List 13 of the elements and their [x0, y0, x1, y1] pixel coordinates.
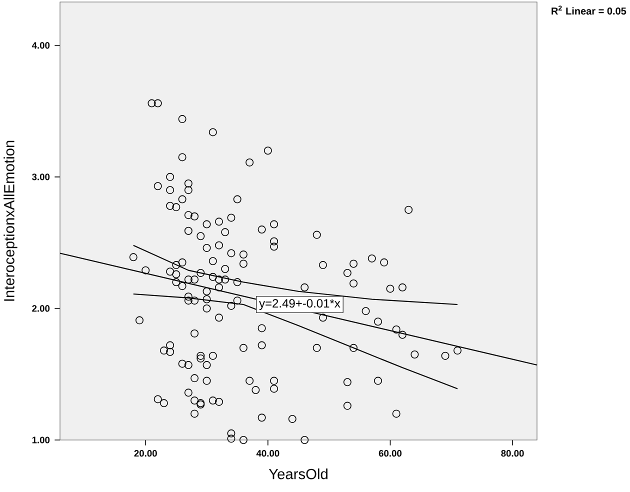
- y-tick-label: 3.00: [32, 174, 50, 180]
- x-tick-label: 20.00: [134, 450, 157, 457]
- annotation: y=2.49+-0.01*x: [259, 299, 340, 310]
- y-tick-label: 2.00: [32, 305, 50, 312]
- x-tick-label: 60.00: [378, 450, 402, 457]
- x-tick-label: 40.00: [256, 450, 280, 457]
- y-tick-label: 4.00: [32, 42, 50, 49]
- text: R$^{2}$ Linear = 0.05: [552, 6, 626, 15]
- x-tick-label: 80.00: [501, 450, 524, 457]
- y-tick-label: 1.00: [32, 436, 50, 444]
- x-axis-title: YearsOld: [268, 468, 328, 480]
- line-series: [132, 293, 458, 390]
- y-axis-title: InteroceptionxAllEmotion: [4, 140, 18, 301]
